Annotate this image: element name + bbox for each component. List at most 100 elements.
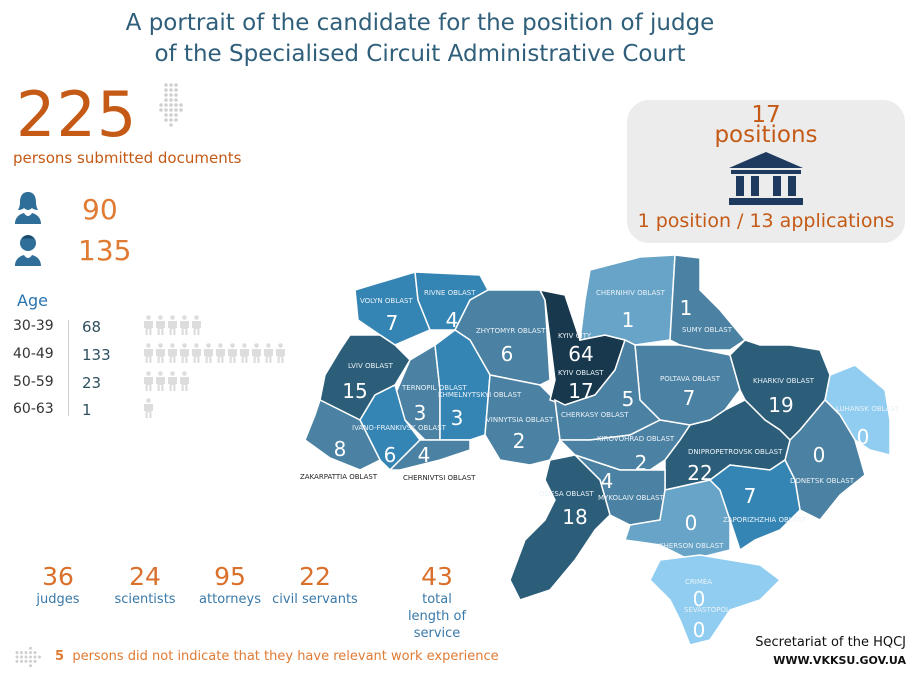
person-icon — [155, 343, 166, 367]
page-title: A portrait of the candidate for the posi… — [0, 8, 840, 70]
person-icon — [143, 315, 154, 339]
region-value: 15 — [342, 379, 367, 403]
profession-stat: 36 judges — [13, 562, 103, 608]
age-title: Age — [17, 291, 48, 310]
dots-arrow-icon — [15, 646, 41, 668]
region-name: LUHANSK OBLAST — [836, 405, 900, 413]
dot — [24, 659, 28, 663]
region-value: 18 — [562, 505, 587, 529]
region-value: 3 — [414, 401, 427, 425]
dot — [164, 108, 168, 112]
person-icon — [179, 315, 190, 339]
region-value: 4 — [446, 308, 459, 332]
dot — [174, 118, 178, 122]
footnote: 5 persons did not indicate that they hav… — [55, 649, 499, 664]
dot — [24, 651, 28, 655]
region-name: CHERKASY OBLAST — [561, 411, 629, 419]
person-icon — [179, 371, 190, 395]
dot — [174, 108, 178, 112]
female-icon — [15, 192, 41, 224]
region-value: 22 — [687, 461, 712, 485]
dot — [169, 113, 173, 117]
dot — [164, 103, 168, 107]
footnote-text: persons did not indicate that they have … — [72, 649, 499, 664]
region-name: KYIV CITY — [558, 332, 592, 340]
dot — [164, 93, 168, 97]
dot — [159, 103, 163, 107]
age-count: 1 — [82, 401, 92, 419]
dot — [20, 655, 23, 659]
positions-label: positions — [714, 122, 818, 148]
dot — [179, 103, 183, 107]
dot — [29, 659, 32, 663]
region-value: 0 — [693, 587, 706, 611]
profession-count: 22 — [299, 562, 331, 591]
region-name: ZHYTOMYR OBLAST — [476, 327, 546, 335]
dot — [169, 103, 173, 107]
dot — [159, 108, 163, 112]
age-count: 133 — [82, 346, 111, 364]
total-label: persons submitted documents — [13, 149, 242, 167]
person-icon — [191, 315, 202, 339]
source-org: Secretariat of the HQCJ — [755, 635, 906, 650]
positions-count: 17 — [751, 102, 781, 128]
age-range: 30-39 — [13, 318, 54, 334]
footnote-count: 5 — [55, 649, 65, 664]
dot — [20, 659, 23, 663]
profession-count: 36 — [42, 562, 74, 591]
profession-stat: 24 scientists — [100, 562, 190, 608]
person-icon — [263, 343, 274, 367]
profession-label: attorneys — [199, 592, 261, 607]
person-icon — [227, 343, 238, 367]
dot — [33, 659, 37, 663]
profession-stat: 22 civil servants — [270, 562, 360, 608]
source-url[interactable]: WWW.VKKSU.GOV.UA — [773, 654, 906, 667]
dot — [164, 113, 168, 117]
region-name: SUMY OBLAST — [682, 326, 733, 334]
dot — [29, 651, 32, 655]
region-name: SEVASTOPOL — [684, 606, 730, 614]
region-name: KIROVOHRAD OBLAST — [597, 435, 675, 443]
courthouse-icon — [729, 152, 803, 205]
age-range: 40-49 — [13, 346, 54, 362]
dot — [169, 93, 173, 97]
region-name: ODESA OBLAST — [539, 490, 595, 498]
region-chernivtsi-oblast — [388, 439, 471, 471]
person-icon — [215, 343, 226, 367]
region-sumy-oblast — [669, 254, 747, 351]
region-name: KHMELNYTSKYI OBLAST — [438, 391, 522, 399]
profession-label: civil servants — [272, 592, 358, 607]
positions-ratio: 1 position / 13 applications — [637, 210, 895, 232]
region-value: 6 — [384, 443, 397, 467]
profession-count: 43 — [421, 562, 453, 591]
person-icon — [167, 343, 178, 367]
profession-label: total length of service — [407, 592, 467, 641]
dot — [169, 83, 173, 87]
region-zaporizhzhia-oblast — [708, 458, 801, 552]
dot — [164, 88, 168, 92]
region-odesa-oblast — [509, 454, 611, 601]
age-range: 50-59 — [13, 374, 54, 390]
age-count: 68 — [82, 318, 102, 336]
region-name: KHARKIV OBLAST — [753, 377, 815, 385]
dot — [29, 646, 32, 650]
dot — [164, 118, 168, 122]
person-icon — [143, 371, 154, 395]
person-icon — [191, 343, 202, 367]
region-name: KHERSON OBLAST — [659, 542, 724, 550]
age-range: 60-63 — [13, 401, 54, 417]
total-count: 225 — [16, 78, 138, 151]
dot — [174, 83, 178, 87]
region-crimea — [649, 554, 782, 646]
region-name: CHERNIHIV OBLAST — [596, 289, 666, 297]
region-value: 1 — [680, 296, 693, 320]
age-pictogram — [143, 371, 190, 395]
region-name: ZAPORIZHZHIA OBLAST — [723, 516, 807, 524]
region-name: KYIV OBLAST — [558, 369, 604, 377]
age-pictogram — [143, 315, 202, 339]
region-name: CRIMEA — [685, 578, 712, 586]
female-count: 90 — [82, 193, 118, 226]
dot — [29, 655, 32, 659]
